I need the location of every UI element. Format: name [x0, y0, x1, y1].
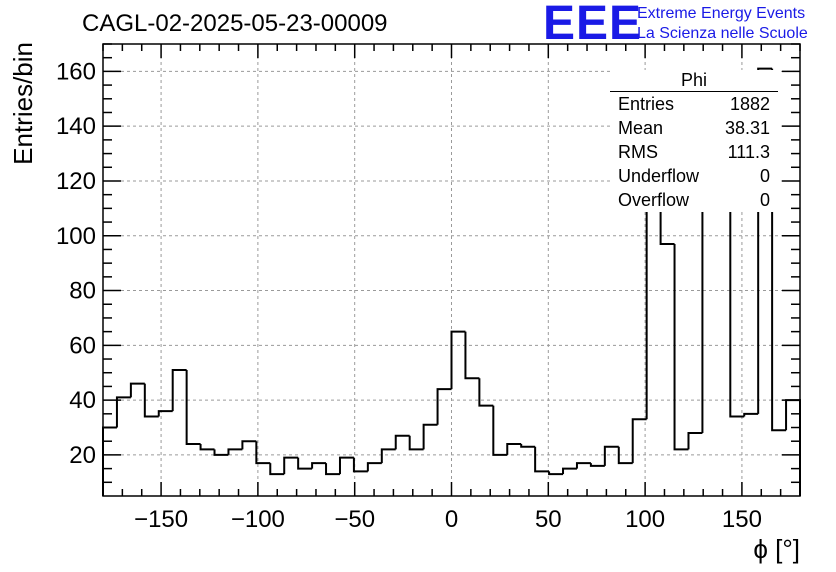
x-tick-label: −50: [334, 506, 375, 533]
histogram-bin: [450, 330, 466, 390]
histogram-bin: [338, 456, 354, 475]
y-tick-label: 20: [69, 442, 96, 469]
histogram-bin: [436, 388, 452, 425]
stats-box: Phi Entries 1882 Mean 38.31 RMS 111.3 Un…: [610, 70, 778, 212]
y-tick-labels: 20 40 60 80 100 120 140 160: [56, 58, 96, 469]
histogram-bin: [617, 446, 633, 465]
y-tick-label: 140: [56, 113, 96, 140]
stats-row-mean: Mean 38.31: [610, 116, 778, 140]
y-tick-label: 40: [69, 387, 96, 414]
stats-value: 38.31: [724, 118, 770, 138]
histogram-bin: [227, 448, 243, 455]
brand-line-1: Extreme Energy Events: [637, 5, 806, 22]
stats-row-underflow: Underflow 0: [610, 164, 778, 188]
stats-value: 1882: [729, 94, 770, 114]
stats-row-entries: Entries 1882: [610, 92, 778, 116]
histogram-bin: [157, 410, 173, 417]
x-tick-label: 0: [445, 506, 458, 533]
stats-title: Phi: [610, 70, 778, 92]
histogram-bin: [757, 67, 773, 414]
y-tick-label: 160: [56, 58, 96, 85]
histogram-bin: [492, 405, 508, 456]
stats-label: Underflow: [618, 166, 700, 186]
histogram-bin: [673, 243, 689, 451]
stats-row-overflow: Overflow 0: [610, 188, 778, 212]
histogram-bin: [115, 396, 131, 428]
stats-label: Entries: [618, 94, 675, 114]
histogram-bin: [255, 441, 271, 465]
histogram-bin: [269, 463, 285, 476]
histogram-bin: [380, 448, 396, 464]
histogram-bin: [213, 449, 229, 456]
histogram-bin: [102, 426, 117, 496]
x-tick-labels: −150 −100 −50 0 50 100 150: [134, 506, 762, 533]
stats-value: 0: [759, 166, 770, 186]
histogram-bin: [366, 462, 382, 472]
y-tick-label: 80: [69, 278, 96, 305]
histogram-bin: [548, 471, 564, 476]
histogram-bin: [743, 412, 759, 417]
histogram-bin: [185, 369, 201, 445]
x-tick-label: −100: [231, 506, 285, 533]
y-tick-label: 60: [69, 332, 96, 359]
histogram-bin: [422, 423, 438, 450]
histogram-bin: [520, 443, 536, 448]
histogram-bin: [506, 442, 522, 455]
histogram-bin: [575, 462, 591, 469]
histogram-bin: [199, 443, 215, 451]
histogram-bin: [171, 368, 187, 412]
y-axis-label: Entries/bin: [8, 42, 38, 165]
stats-value: 111.3: [727, 142, 770, 162]
x-tick-label: 50: [535, 506, 562, 533]
histogram-bin: [325, 463, 340, 476]
axis-ticks: [102, 43, 801, 496]
histogram-bin: [241, 440, 257, 450]
x-tick-label: 100: [625, 506, 665, 533]
stats-row-rms: RMS 111.3: [610, 140, 778, 164]
histogram-bin: [311, 462, 327, 469]
histogram-bin: [603, 445, 619, 466]
chart-title: CAGL-02-2025-05-23-00009: [82, 10, 388, 37]
histogram-bin: [687, 431, 703, 450]
histogram-bin: [143, 383, 159, 418]
histogram-bin: [129, 382, 145, 398]
histogram-bin: [464, 331, 480, 380]
brand-line-2: La Scienza nelle Scuole: [637, 25, 808, 42]
x-axis-label: ϕ [°]: [753, 534, 800, 564]
histogram-bin: [562, 467, 577, 475]
y-tick-label: 100: [56, 223, 96, 250]
eee-logo: EEE: [543, 0, 643, 50]
histogram-bin: [631, 418, 647, 464]
stats-value: 0: [759, 190, 770, 210]
histogram-bin: [352, 457, 368, 473]
stats-label: Overflow: [618, 190, 690, 210]
histogram-bin: [589, 463, 605, 467]
histogram-bin: [478, 378, 494, 407]
grid-lines: [103, 44, 800, 496]
x-tick-label: 150: [722, 506, 762, 533]
histogram-bin: [297, 457, 313, 470]
stats-label: RMS: [618, 142, 658, 162]
histogram-bin: [394, 434, 410, 450]
histogram-bin: [283, 456, 299, 475]
x-tick-label: −150: [134, 506, 188, 533]
histogram-bin: [408, 435, 424, 451]
y-tick-label: 120: [56, 168, 96, 195]
stats-label: Mean: [618, 118, 664, 138]
histogram-bin: [534, 446, 550, 473]
